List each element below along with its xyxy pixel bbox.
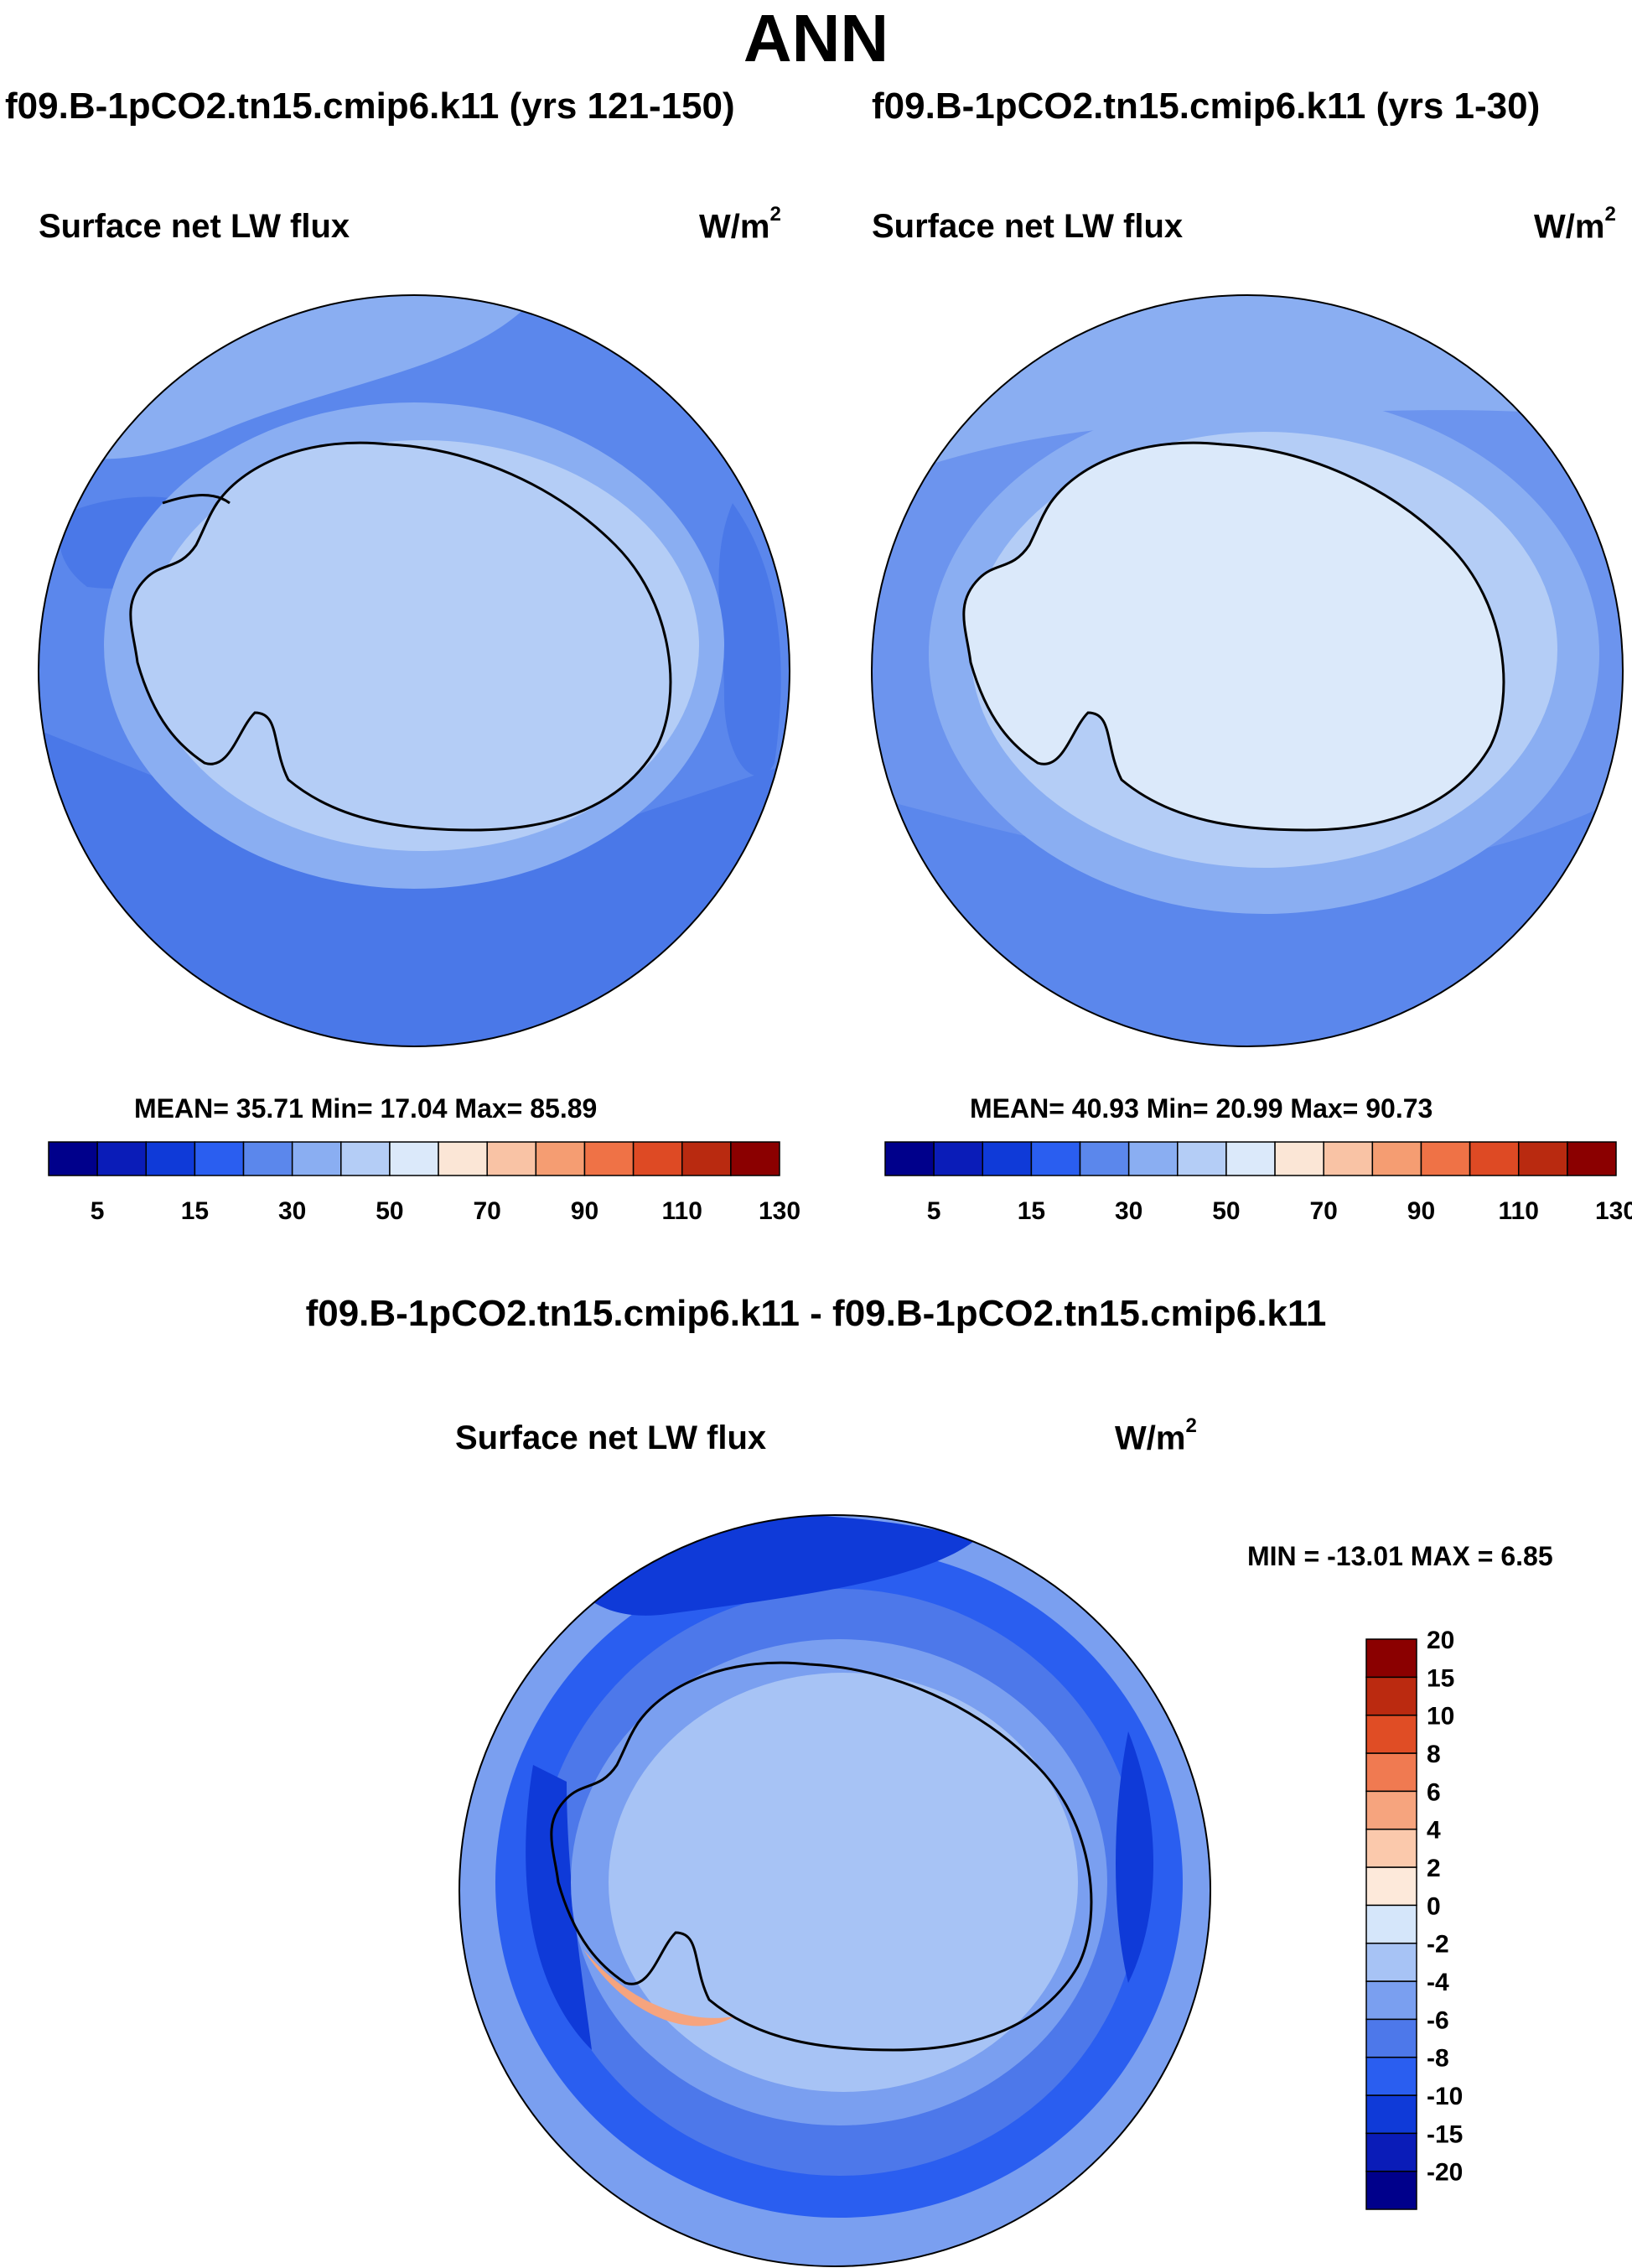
panel1-colorbar-box-6: [340, 1141, 391, 1176]
diff-colorbar-label: 4: [1427, 1817, 1441, 1845]
diff-colorbar-box-10: [1365, 1790, 1417, 1830]
panel1-colorbar-box-1: [96, 1141, 148, 1176]
panel2-colorbar-box-12: [1469, 1141, 1520, 1176]
panel2-colorbar-label: 110: [1499, 1197, 1539, 1225]
antarctica-coastline: [550, 1661, 1093, 2052]
panel2-colorbar-label: 5: [927, 1197, 941, 1225]
panel1-variable-label: Surface net LW flux: [39, 208, 350, 245]
antarctica-coastline: [129, 441, 672, 832]
panel1-colorbar-label: 130: [759, 1197, 800, 1225]
diff-colorbar-label: -6: [1427, 2006, 1449, 2034]
panel2-colorbar-box-5: [1127, 1141, 1179, 1176]
panel2-colorbar-box-3: [1030, 1141, 1081, 1176]
panel1-colorbar-box-9: [486, 1141, 537, 1176]
panel1-stats: MEAN= 35.71 Min= 17.04 Max= 85.89: [134, 1093, 598, 1124]
antarctica-coastline: [962, 441, 1505, 832]
diff-colorbar-box-3: [1365, 2056, 1417, 2096]
panel2-colorbar-label: 15: [1018, 1197, 1045, 1225]
diff-colorbar-label: -20: [1427, 2159, 1463, 2187]
panel2-variable-label: Surface net LW flux: [872, 208, 1184, 245]
panel1-colorbar-label: 90: [571, 1197, 598, 1225]
diff-colorbar-label: 0: [1427, 1892, 1441, 1920]
panel1-case-title: f09.B-1pCO2.tn15.cmip6.k11 (yrs 121-150): [5, 86, 735, 127]
diff-colorbar-box-6: [1365, 1942, 1417, 1982]
panel1-colorbar-box-5: [291, 1141, 342, 1176]
panel1-colorbar-label: 30: [278, 1197, 306, 1225]
panel2-colorbar-label: 90: [1407, 1197, 1435, 1225]
panel1-colorbar-label: 110: [662, 1197, 702, 1225]
panel2-colorbar-box-11: [1420, 1141, 1471, 1176]
panel2-colorbar: 5 15 30 50 70 90 110 130: [884, 1141, 1632, 1225]
panel2-colorbar-label: 70: [1310, 1197, 1338, 1225]
diff-colorbar-label: 8: [1427, 1741, 1441, 1768]
panel1-colorbar-box-10: [535, 1141, 586, 1176]
panel2-colorbar-box-0: [884, 1141, 935, 1176]
panel2-colorbar-box-10: [1371, 1141, 1422, 1176]
panel2-colorbar-box-1: [933, 1141, 984, 1176]
diff-colorbar-label: -2: [1427, 1931, 1449, 1959]
diff-colorbar-label: 2: [1427, 1855, 1441, 1882]
panel1-colorbar-label: 50: [376, 1197, 403, 1225]
diff-colorbar-box-12: [1365, 1714, 1417, 1754]
diff-colorbar-box-8: [1365, 1866, 1417, 1907]
panel2-colorbar-label: 130: [1595, 1197, 1632, 1225]
panel1-colorbar-box-12: [632, 1141, 683, 1176]
panel1-colorbar-box-0: [48, 1141, 98, 1176]
panel2-colorbar-box-9: [1323, 1141, 1374, 1176]
panel2-colorbar-box-14: [1567, 1141, 1617, 1176]
diff-colorbar-box-1: [1365, 2132, 1417, 2172]
diff-colorbar-box-7: [1365, 1904, 1417, 1944]
panel1-units-label: W/m2: [699, 203, 781, 246]
panel2-colorbar-box-6: [1177, 1141, 1227, 1176]
panel2-colorbar-box-13: [1517, 1141, 1568, 1176]
panel2-colorbar-label: 30: [1115, 1197, 1142, 1225]
diff-colorbar-label: 6: [1427, 1778, 1441, 1806]
diff-colorbar-box-9: [1365, 1828, 1417, 1868]
diff-colorbar-box-0: [1365, 2170, 1417, 2210]
diff-map: [459, 1514, 1211, 2267]
panel1-map: [38, 294, 790, 1047]
diff-colorbar-label: 10: [1427, 1703, 1454, 1731]
diff-units-label: W/m2: [1115, 1414, 1197, 1457]
diff-colorbar-label: -4: [1427, 1969, 1449, 1996]
panel1-colorbar-box-7: [389, 1141, 439, 1176]
diff-colorbar-label: 20: [1427, 1627, 1454, 1654]
diff-colorbar-box-14: [1365, 1638, 1417, 1679]
diff-colorbar-label: 15: [1427, 1664, 1454, 1692]
panel1-colorbar-box-11: [583, 1141, 635, 1176]
diff-stats: MIN = -13.01 MAX = 6.85: [1247, 1541, 1553, 1571]
panel2-case-title: f09.B-1pCO2.tn15.cmip6.k11 (yrs 1-30): [872, 86, 1541, 127]
panel2-stats: MEAN= 40.93 Min= 20.99 Max= 90.73: [970, 1093, 1433, 1124]
panel2-colorbar-box-2: [982, 1141, 1033, 1176]
figure-title: ANN: [743, 1, 889, 75]
diff-colorbar-box-5: [1365, 1980, 1417, 2021]
panel2-colorbar-box-7: [1225, 1141, 1276, 1176]
panel1-colorbar-box-3: [194, 1141, 245, 1176]
diff-colorbar-label: -15: [1427, 2120, 1463, 2148]
panel1-colorbar-label: 15: [181, 1197, 209, 1225]
diff-colorbar-label: -8: [1427, 2045, 1449, 2073]
panel2-colorbar-label: 50: [1212, 1197, 1240, 1225]
panel1-colorbar-box-13: [681, 1141, 732, 1176]
diff-colorbar-box-4: [1365, 2018, 1417, 2058]
panel1-colorbar-label: 5: [91, 1197, 105, 1225]
diff-colorbar-box-11: [1365, 1752, 1417, 1793]
diff-case-title: f09.B-1pCO2.tn15.cmip6.k11 - f09.B-1pCO2…: [305, 1293, 1327, 1334]
panel1-colorbar: 5 15 30 50 70 90 110 130: [48, 1141, 800, 1225]
panel2-map: [871, 294, 1624, 1047]
diff-colorbar-box-13: [1365, 1676, 1417, 1716]
panel2-colorbar-box-4: [1079, 1141, 1130, 1176]
panel1-colorbar-label: 70: [474, 1197, 501, 1225]
panel2-colorbar-box-8: [1274, 1141, 1324, 1176]
panel2-units-label: W/m2: [1534, 203, 1616, 246]
diff-colorbar-box-2: [1365, 2094, 1417, 2135]
panel1-colorbar-box-8: [438, 1141, 488, 1176]
diff-variable-label: Surface net LW flux: [455, 1419, 767, 1456]
panel1-colorbar-box-14: [730, 1141, 780, 1176]
panel1-colorbar-box-2: [145, 1141, 196, 1176]
panel1-colorbar-box-4: [242, 1141, 293, 1176]
diff-colorbar-label: -10: [1427, 2083, 1463, 2110]
